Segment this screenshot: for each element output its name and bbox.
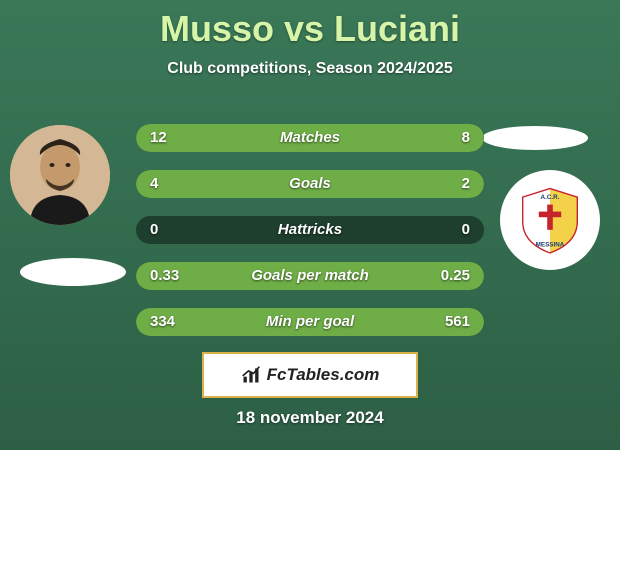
stat-row: 12Matches8 (136, 124, 484, 152)
page-title: Musso vs Luciani (0, 0, 620, 50)
brand-badge[interactable]: FcTables.com (202, 352, 418, 398)
stat-label: Goals per match (136, 262, 484, 290)
stat-label: Min per goal (136, 308, 484, 336)
comparison-card: Musso vs Luciani Club competitions, Seas… (0, 0, 620, 450)
stat-row: 0Hattricks0 (136, 216, 484, 244)
player-left-avatar (10, 125, 110, 225)
stat-value-right: 561 (445, 308, 470, 336)
stat-label: Matches (136, 124, 484, 152)
stat-row: 334Min per goal561 (136, 308, 484, 336)
svg-text:MESSINA: MESSINA (536, 242, 565, 249)
stat-value-right: 2 (462, 170, 470, 198)
stat-row: 0.33Goals per match0.25 (136, 262, 484, 290)
player-right-club-crest: A.C.R. MESSINA (500, 170, 600, 270)
brand-text: FcTables.com (267, 365, 380, 385)
stat-value-right: 0 (462, 216, 470, 244)
stat-label: Goals (136, 170, 484, 198)
stats-panel: 12Matches8 4Goals2 0Hattricks0 0.33Goals pe… (136, 124, 484, 354)
player-left-club-badge (20, 258, 126, 286)
subtitle: Club competitions, Season 2024/2025 (0, 60, 620, 78)
bar-chart-icon (241, 365, 261, 385)
stat-label: Hattricks (136, 216, 484, 244)
shield-icon: A.C.R. MESSINA (515, 185, 585, 255)
stat-row: 4Goals2 (136, 170, 484, 198)
stat-value-right: 8 (462, 124, 470, 152)
svg-text:A.C.R.: A.C.R. (541, 194, 560, 201)
player-right-club-badge-top (482, 126, 588, 150)
person-icon (10, 125, 110, 225)
stat-value-right: 0.25 (441, 262, 470, 290)
date-text: 18 november 2024 (0, 408, 620, 428)
